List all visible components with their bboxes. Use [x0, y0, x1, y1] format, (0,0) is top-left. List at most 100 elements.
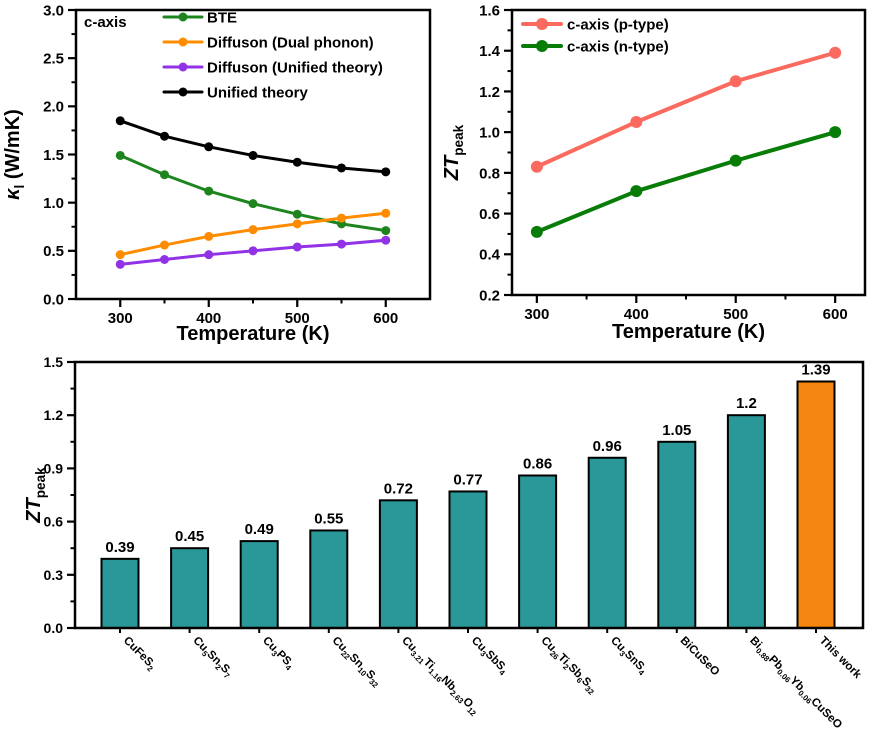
plot-frame — [74, 8, 432, 301]
bar — [309, 529, 349, 629]
x-tick-label: 300 — [524, 306, 549, 323]
data-point-marker — [115, 259, 125, 269]
bar-value-label: 0.49 — [245, 521, 274, 538]
y-axis: 0.2 0.4 0.6 0.8 1.0 1.2 1.4 1.6 — [479, 2, 512, 304]
bar-category-label: Cu3.21Ti1.16Nb2.63O12 — [398, 635, 482, 719]
data-point-marker — [204, 186, 214, 196]
x-tick-label: 300 — [108, 310, 133, 327]
series-c-axis-p-type- — [530, 46, 842, 173]
bar-value-label: 1.05 — [662, 422, 691, 439]
data-point-marker — [292, 209, 302, 219]
data-point-marker — [337, 213, 346, 223]
bar — [100, 557, 140, 629]
bar-value-label: 1.39 — [801, 362, 830, 379]
x-axis-title: Temperature (K) — [612, 321, 765, 343]
bar-category-label: Cu3PS4 — [259, 635, 297, 673]
data-point-marker — [530, 160, 543, 173]
y-axis-title: ZTpeak — [23, 467, 48, 524]
bar — [726, 414, 766, 629]
bar — [239, 540, 279, 630]
legend-marker — [536, 18, 548, 30]
series-diffuson-unified-theory- — [115, 235, 391, 269]
data-point-marker — [204, 250, 214, 260]
data-point-marker — [160, 240, 169, 250]
bar-value-label: 0.77 — [453, 471, 482, 488]
y-tick-label: 1.2 — [44, 407, 64, 423]
y-axis-title: ZTpeak — [441, 124, 466, 181]
data-point-marker — [530, 225, 543, 238]
bar-value-label: 1.2 — [736, 395, 757, 412]
y-tick-label: 0.0 — [44, 620, 64, 636]
series-line — [534, 130, 838, 234]
y-tick-label: 1.0 — [43, 195, 64, 212]
legend-label: c-axis (n-type) — [567, 38, 669, 55]
y-axis: 0.0 0.5 1.0 1.5 2.0 2.5 3.0 — [43, 2, 76, 308]
data-point-marker — [630, 115, 643, 128]
bar-category-label: Cu26Ti2Sb6S32 — [537, 635, 600, 698]
ztline-plot-area: 0.2 0.4 0.6 0.8 1.0 1.2 1.4 1.6 ZTpeak 300 400 500 6… — [441, 2, 867, 343]
series-line — [118, 119, 388, 174]
data-point-marker — [292, 219, 302, 229]
legend-label: BTE — [207, 9, 237, 26]
y-tick-label: 1.6 — [479, 2, 500, 19]
data-point-marker — [630, 185, 643, 198]
legend-label: Diffuson (Dual phonon) — [207, 34, 374, 51]
y-tick-label: 0.8 — [479, 165, 500, 182]
legend-marker — [178, 62, 188, 72]
lattice-thermal-conductivity-chart: 0.0 0.5 1.0 1.5 2.0 2.5 3.0 κl (W/mK) 300 400 500 6… — [2, 2, 432, 345]
y-axis: 0.0 0.3 0.6 0.9 1.2 1.5 — [44, 354, 75, 636]
zt-peak-materials-comparison-bar-chart: 0.0 0.3 0.6 0.9 1.2 1.5 ZTpeak 0.39 CuFeS2 0.45 Cu… — [23, 354, 865, 731]
series-c-axis-n-type- — [530, 126, 842, 238]
data-point-marker — [115, 116, 125, 126]
x-tick-label: 500 — [723, 306, 748, 323]
y-axis-title: κl (W/mK) — [2, 109, 27, 200]
bar — [448, 490, 488, 629]
y-tick-label: 0.9 — [44, 460, 64, 476]
data-point-marker — [248, 246, 258, 256]
data-point-marker — [381, 167, 391, 177]
x-tick-label: 500 — [285, 310, 310, 327]
data-point-marker — [829, 46, 842, 59]
x-tick-label: 600 — [823, 306, 848, 323]
data-point-marker — [160, 170, 169, 180]
y-tick-label: 0.2 — [479, 287, 500, 304]
bar-category-label: This work — [817, 635, 864, 682]
series-unified-theory — [115, 116, 391, 177]
y-tick-label: 1.0 — [479, 125, 500, 142]
legend-marker — [178, 12, 188, 22]
series-bte — [115, 150, 391, 236]
zt-peak-vs-temperature-chart: 0.2 0.4 0.6 0.8 1.0 1.2 1.4 1.6 ZTpeak 300 400 500 6… — [441, 2, 867, 343]
x-tick-label: 600 — [373, 310, 398, 327]
y-tick-label: 0.4 — [479, 247, 501, 264]
data-point-marker — [729, 154, 742, 167]
bar — [170, 547, 210, 629]
y-tick-label: 1.5 — [44, 354, 64, 370]
series-diffuson-dual-phonon- — [115, 208, 391, 260]
bar-category-label: Cu3SbS4 — [467, 635, 510, 678]
data-point-marker — [292, 242, 302, 252]
x-axis-title: Temperature (K) — [177, 323, 330, 345]
data-point-marker — [829, 126, 842, 139]
data-point-marker — [381, 208, 391, 218]
bars: 0.39 CuFeS2 0.45 Cu5Sn2S7 0.49 Cu3PS4 0.55 Cu22… — [100, 362, 864, 731]
y-tick-label: 0.0 — [43, 291, 64, 308]
bar — [378, 499, 418, 630]
y-tick-label: 3.0 — [43, 2, 64, 19]
axis-direction-annotation: c-axis — [84, 14, 127, 31]
x-tick-label: 400 — [624, 306, 649, 323]
y-tick-label: 2.5 — [43, 51, 64, 68]
data-point-marker — [204, 231, 214, 241]
x-axis: 300 400 500 600 — [524, 295, 848, 323]
bar — [518, 474, 558, 629]
legend-label: Diffuson (Unified theory) — [207, 59, 383, 76]
legend-marker — [178, 87, 188, 97]
legend-label: Unified theory — [207, 84, 308, 101]
data-point-marker — [729, 75, 742, 88]
y-tick-label: 1.4 — [479, 43, 501, 60]
legend-label: c-axis (p-type) — [567, 16, 669, 33]
series-line — [118, 153, 388, 233]
data-point-marker — [115, 150, 125, 160]
x-tick-label: 400 — [196, 310, 221, 327]
data-point-marker — [381, 235, 391, 245]
